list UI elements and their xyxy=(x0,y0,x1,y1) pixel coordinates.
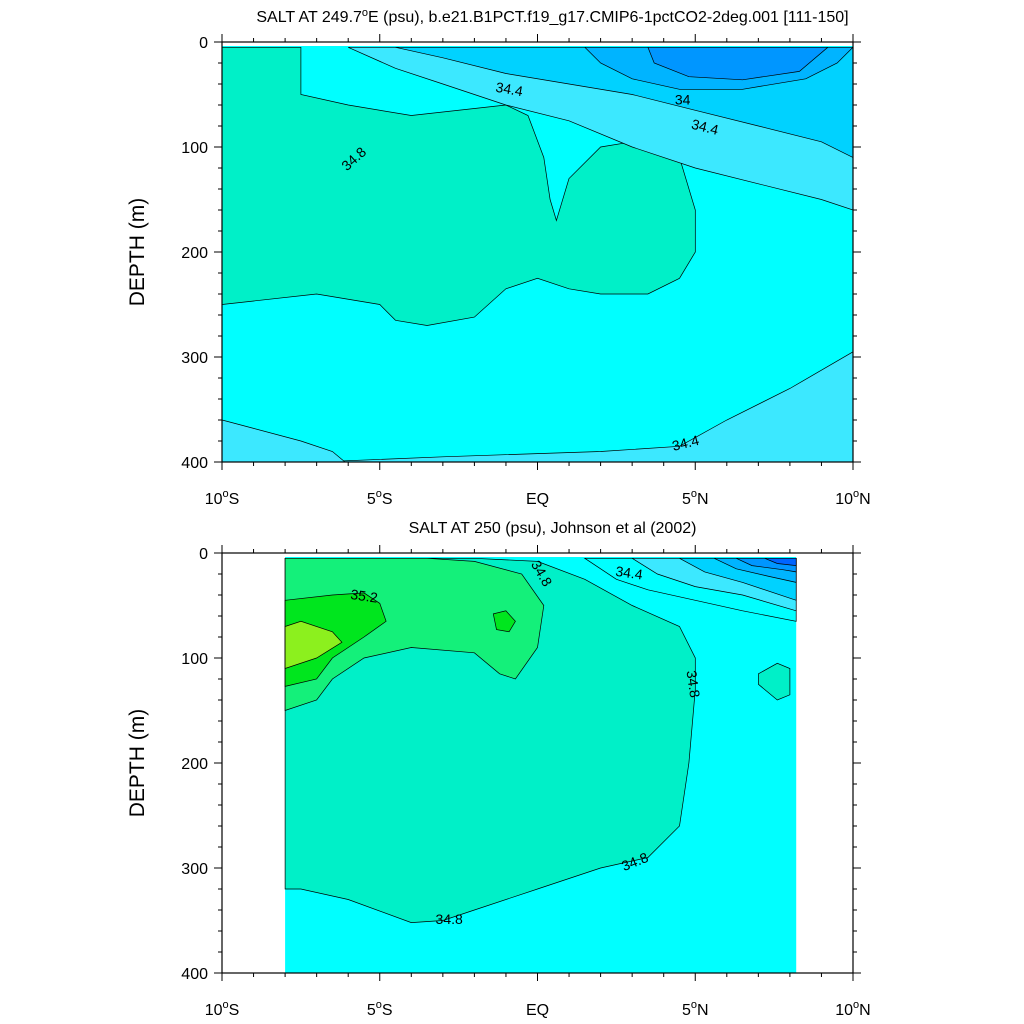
x-tick-label: 5oS xyxy=(367,999,393,1019)
y-tick-label: 0 xyxy=(199,546,208,563)
y-tick-label: 0 xyxy=(199,35,208,52)
chart-title: SALT AT 249.7oE (psu), b.e21.B1PCT.f19_g… xyxy=(256,7,848,26)
x-tick-label: 10oS xyxy=(205,999,240,1019)
x-tick-label: EQ xyxy=(526,1002,549,1019)
x-tick-label: 5oN xyxy=(682,488,709,508)
contour-region-34-8-1 xyxy=(758,662,791,701)
x-tick-label: 10oN xyxy=(835,999,870,1019)
contour-label: 34.4 xyxy=(690,116,721,138)
x-tick-label: 10oS xyxy=(205,488,240,508)
y-tick-label: 400 xyxy=(181,966,208,983)
y-tick-label: 200 xyxy=(181,245,208,262)
contour-label: 34 xyxy=(675,92,691,108)
x-tick-label: 5oN xyxy=(682,999,709,1019)
contour-fills xyxy=(222,46,853,462)
x-tick-label: 5oS xyxy=(367,488,393,508)
contour-region-33-6-0 xyxy=(764,557,797,566)
x-tick-label: EQ xyxy=(526,491,549,508)
y-axis-label: DEPTH (m) xyxy=(126,709,149,818)
contour-region-34-4-1 xyxy=(316,351,853,462)
contour-region-35-2-1 xyxy=(492,610,516,633)
chart-panel-1: 0 100 200 300 400 10oS 5oS EQ 5oN 10oN DEPTH (m) SA… xyxy=(126,7,871,508)
contour-label: 34.4 xyxy=(670,432,701,454)
contour-label: 34.8 xyxy=(436,911,463,927)
y-axis-label: DEPTH (m) xyxy=(126,198,149,307)
contour-region-35-4-0 xyxy=(284,620,343,669)
y-tick-label: 200 xyxy=(181,756,208,773)
y-tick-label: 100 xyxy=(181,140,208,157)
contour-label: 35.2 xyxy=(350,586,379,606)
contour-label: 34.4 xyxy=(495,79,525,100)
chart-panel-2: 0 100 200 300 400 10oS 5oS EQ 5oN 10oN DEPTH (m) SA… xyxy=(126,520,871,1019)
contour-label: 34.4 xyxy=(615,563,644,583)
x-tick-label: 10oN xyxy=(835,488,870,508)
y-tick-label: 400 xyxy=(181,455,208,472)
y-tick-label: 300 xyxy=(181,350,208,367)
contour-region-34-4-2 xyxy=(222,419,346,462)
y-tick-label: 300 xyxy=(181,861,208,878)
contour-fills xyxy=(284,557,797,923)
contour-region-33-8-0 xyxy=(647,46,829,81)
y-tick-label: 100 xyxy=(181,651,208,668)
chart-title: SALT AT 250 (psu), Johnson et al (2002) xyxy=(409,520,697,537)
contour-label: 34.8 xyxy=(684,669,704,698)
